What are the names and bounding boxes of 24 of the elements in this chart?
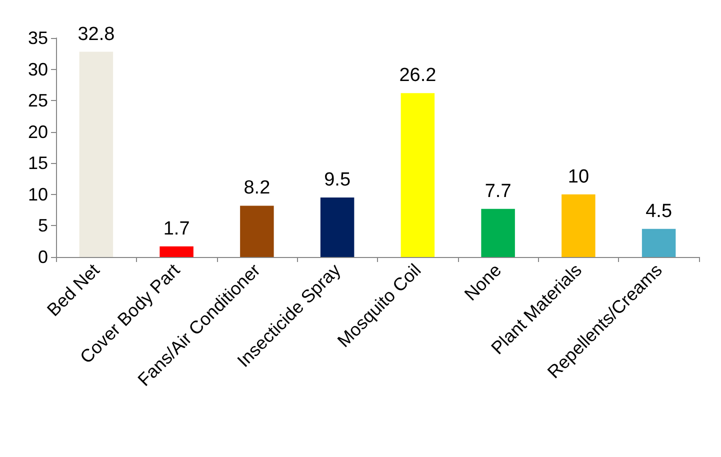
y-tick-label: 10 [28, 184, 48, 204]
data-label: 1.7 [163, 218, 190, 240]
data-label: 9.5 [324, 170, 351, 191]
y-tick-label: 5 [38, 216, 48, 236]
bar [240, 206, 274, 257]
y-tick-label: 20 [28, 122, 48, 142]
bar [320, 198, 354, 257]
data-label: 10 [568, 166, 590, 188]
y-tick-label: 15 [28, 153, 48, 174]
bar [160, 246, 194, 257]
data-label: 4.5 [646, 200, 672, 222]
bar [562, 194, 596, 257]
data-label: 8.2 [244, 178, 270, 199]
bar [79, 52, 114, 257]
bar [481, 208, 515, 257]
bar [400, 93, 435, 257]
data-label: 26.2 [399, 65, 436, 86]
y-tick-label: 25 [28, 90, 48, 111]
y-tick-label: 0 [38, 247, 48, 267]
y-tick-label: 35 [28, 28, 48, 48]
data-label: 7.7 [484, 180, 512, 202]
bar [642, 228, 676, 257]
y-tick-label: 30 [28, 59, 48, 80]
data-label: 32.8 [78, 24, 115, 45]
